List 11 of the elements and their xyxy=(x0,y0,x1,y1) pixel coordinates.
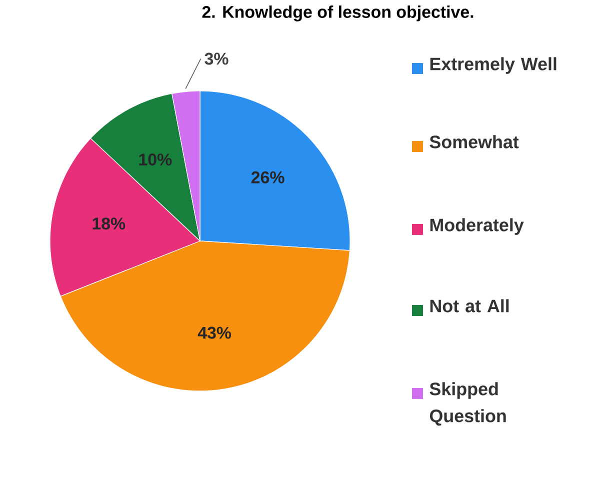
data-label: 18% xyxy=(92,218,126,230)
data-label: 10% xyxy=(139,154,172,166)
chart-title: 2. Knowledge of lesson objective. xyxy=(202,6,474,22)
data-label: 3% xyxy=(204,52,228,65)
legend-label: Not at All xyxy=(430,299,509,312)
legend-label: Skipped Question xyxy=(430,382,506,426)
legend-label: Moderately xyxy=(430,218,524,235)
data-label: 26% xyxy=(251,171,284,184)
legend-label: Somewhat xyxy=(430,135,519,148)
legend-label: Extremely Well xyxy=(430,57,556,74)
data-label: 43% xyxy=(198,326,232,339)
